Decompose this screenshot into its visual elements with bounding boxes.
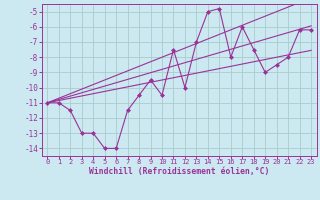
- X-axis label: Windchill (Refroidissement éolien,°C): Windchill (Refroidissement éolien,°C): [89, 167, 269, 176]
